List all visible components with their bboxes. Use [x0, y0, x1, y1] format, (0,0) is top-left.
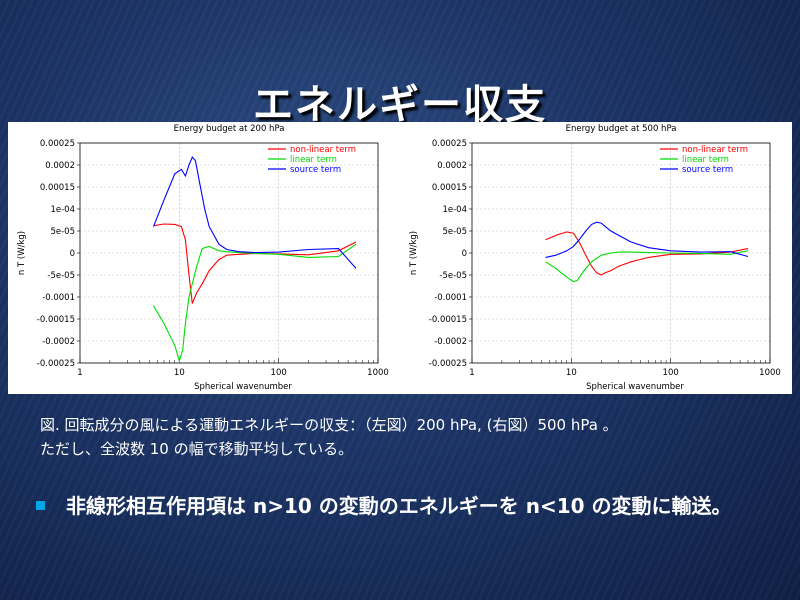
series-line-linear — [545, 250, 749, 283]
y-tick-label: 0.00015 — [432, 183, 467, 193]
figure-panel: Energy budget at 200 hPa 0.00025 0.0002 0.0… — [8, 122, 792, 394]
chart-title: Energy budget at 200 hPa — [174, 124, 285, 134]
slide-title: エネルギー収支 — [253, 82, 547, 128]
legend-entry: source term — [290, 165, 341, 175]
y-tick-label: -0.00015 — [37, 315, 75, 325]
y-axis-label: n T (W/kg) — [17, 231, 27, 275]
y-tick-label: 0.00025 — [40, 139, 75, 149]
series-line-source — [545, 221, 749, 258]
series-line-non-linear — [153, 223, 357, 304]
series-line-non-linear — [545, 231, 749, 276]
x-tick-label: 10 — [566, 368, 577, 378]
x-tick-label: 1 — [77, 368, 82, 378]
x-tick-label: 1000 — [367, 368, 389, 378]
chart-500hpa: Energy budget at 500 hPa 0.00025 0.0002 0.0… — [409, 124, 781, 392]
y-tick-label: 0.00015 — [40, 183, 75, 193]
y-tick-label: -0.00025 — [37, 359, 75, 369]
y-tick-label: -0.00025 — [429, 359, 467, 369]
y-tick-label: -0.0002 — [434, 337, 467, 347]
figure-caption: 図. 回転成分の風による運動エネルギーの収支：（左図）200 hPa, (右図）… — [40, 413, 780, 461]
series-line-linear — [153, 243, 357, 363]
y-tick-label: 1e-04 — [442, 205, 467, 215]
bullet-text: 非線形相互作用項は n>10 の変動のエネルギーを n<10 の変動に輸送。 — [66, 494, 732, 518]
legend-entry: non-linear term — [290, 145, 356, 155]
y-tick-label: -0.0001 — [434, 293, 467, 303]
caption-line-2: ただし、全波数 10 の幅で移動平均している。 — [40, 440, 354, 458]
y-tick-label: 5e-05 — [442, 227, 467, 237]
y-tick-label: -0.00015 — [429, 315, 467, 325]
y-tick-label: 0.00025 — [432, 139, 467, 149]
bullet-point: 非線形相互作用項は n>10 の変動のエネルギーを n<10 の変動に輸送。 — [36, 490, 776, 522]
y-tick-label: -0.0001 — [42, 293, 75, 303]
y-tick-label: 0 — [462, 249, 467, 259]
x-tick-label: 1000 — [759, 368, 781, 378]
bullet-square-icon — [36, 501, 45, 510]
plot-frame — [79, 142, 379, 364]
legend-entry: linear term — [682, 155, 729, 165]
legend-entry: non-linear term — [682, 145, 748, 155]
y-tick-label: 1e-04 — [50, 205, 75, 215]
series-line-source — [152, 156, 357, 269]
legend-entry: source term — [682, 165, 733, 175]
x-tick-label: 100 — [663, 368, 679, 378]
chart-200hpa: Energy budget at 200 hPa 0.00025 0.0002 0.0… — [17, 124, 389, 392]
y-tick-label: 5e-05 — [50, 227, 75, 237]
x-axis-label: Spherical wavenumber — [586, 382, 684, 392]
x-tick-label: 10 — [174, 368, 185, 378]
y-tick-label: -5e-05 — [47, 271, 75, 281]
caption-line-1: 図. 回転成分の風による運動エネルギーの収支：（左図）200 hPa, (右図）… — [40, 416, 618, 434]
x-tick-label: 100 — [271, 368, 287, 378]
y-tick-label: 0.0002 — [437, 161, 467, 171]
plot-frame — [471, 142, 771, 364]
x-axis-label: Spherical wavenumber — [194, 382, 292, 392]
y-tick-label: 0.0002 — [45, 161, 75, 171]
y-tick-label: -5e-05 — [439, 271, 467, 281]
y-axis-label: n T (W/kg) — [409, 231, 419, 275]
legend-entry: linear term — [290, 155, 337, 165]
y-tick-label: -0.0002 — [42, 337, 75, 347]
chart-title: Energy budget at 500 hPa — [566, 124, 677, 134]
y-tick-label: 0 — [70, 249, 75, 259]
x-tick-label: 1 — [469, 368, 474, 378]
